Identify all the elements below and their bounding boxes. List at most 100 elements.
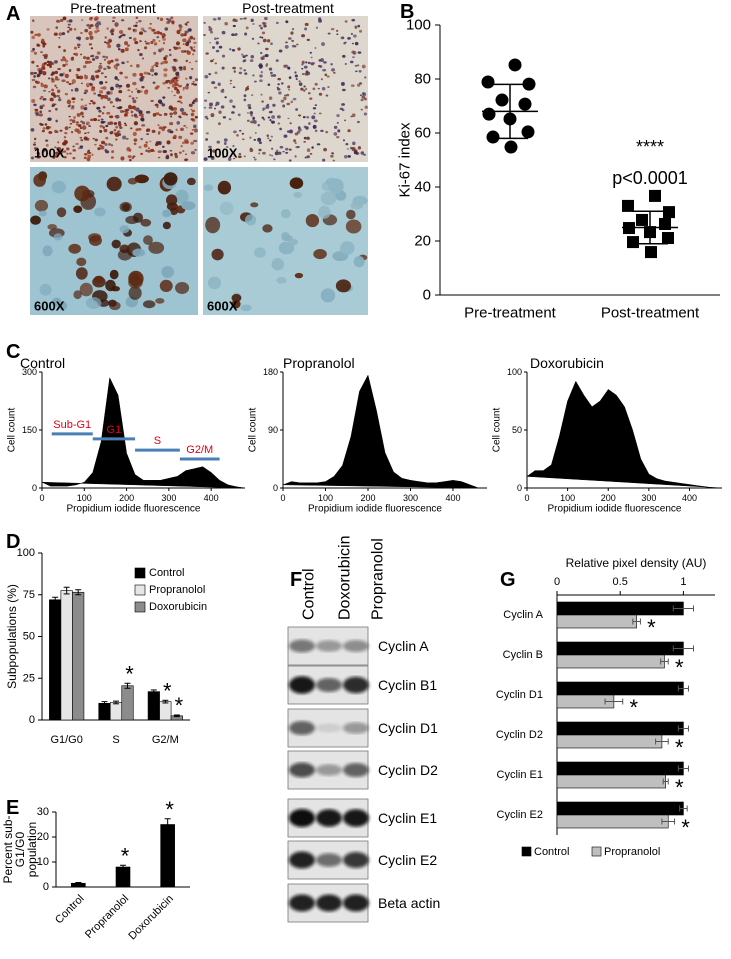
cell-nucleus xyxy=(94,16,99,21)
cell-nucleus xyxy=(327,32,331,35)
cell-nucleus xyxy=(147,149,151,153)
magnification-label: 600X xyxy=(34,299,65,314)
cell-nucleus xyxy=(34,199,49,212)
cell-nucleus xyxy=(229,82,232,85)
cell-nucleus xyxy=(294,71,297,74)
cell-nucleus xyxy=(176,89,180,92)
cell-nucleus xyxy=(110,32,114,36)
cell-nucleus xyxy=(312,87,316,91)
cell-nucleus xyxy=(38,210,47,217)
cell-nucleus xyxy=(253,138,256,141)
y-tick-label: 0 xyxy=(423,287,431,304)
cell-nucleus xyxy=(80,32,83,34)
cell-nucleus xyxy=(150,148,155,152)
cell-nucleus xyxy=(59,149,64,154)
cell-nucleus xyxy=(107,66,111,70)
cell-nucleus xyxy=(53,233,63,241)
y-axis-label: Cell count xyxy=(248,408,259,453)
cell-nucleus xyxy=(112,16,116,19)
cell-nucleus xyxy=(141,86,145,89)
cell-nucleus xyxy=(80,138,84,142)
cell-nucleus xyxy=(101,140,106,145)
cell-nucleus xyxy=(304,156,307,159)
cell-nucleus xyxy=(262,118,266,121)
cell-nucleus xyxy=(89,24,94,27)
cell-nucleus xyxy=(295,43,299,46)
cell-nucleus xyxy=(83,156,87,160)
cell-nucleus xyxy=(85,82,90,88)
cell-nucleus xyxy=(88,26,92,30)
cell-nucleus xyxy=(43,62,47,65)
cell-nucleus xyxy=(178,66,183,69)
cell-nucleus xyxy=(192,37,196,40)
cell-nucleus xyxy=(140,218,152,227)
cell-nucleus xyxy=(283,134,288,138)
cell-nucleus xyxy=(363,153,366,156)
cell-nucleus xyxy=(106,111,111,115)
cell-nucleus xyxy=(161,127,166,132)
cell-nucleus xyxy=(84,60,89,65)
cell-nucleus xyxy=(161,103,166,107)
cell-nucleus xyxy=(80,53,83,56)
y-tick-label: 50 xyxy=(512,425,522,435)
panel-letter: E xyxy=(6,797,19,819)
cell-nucleus xyxy=(68,69,72,72)
cell-nucleus xyxy=(118,132,122,136)
cell-nucleus xyxy=(110,130,114,133)
cell-nucleus xyxy=(192,53,195,56)
cell-nucleus xyxy=(54,129,58,133)
cell-nucleus xyxy=(218,122,221,126)
cell-nucleus xyxy=(193,83,198,86)
cell-nucleus xyxy=(225,146,229,148)
cell-nucleus xyxy=(250,202,259,208)
cell-nucleus xyxy=(124,47,129,52)
y-tick-label: 150 xyxy=(22,425,37,435)
cell-nucleus xyxy=(77,147,80,150)
x-tick-label: 100 xyxy=(77,493,92,503)
cell-nucleus xyxy=(208,25,211,29)
cell-nucleus xyxy=(94,143,97,146)
bar xyxy=(160,824,175,888)
cell-nucleus xyxy=(104,81,108,84)
cell-nucleus xyxy=(216,37,219,40)
cell-nucleus xyxy=(135,21,139,24)
cell-nucleus xyxy=(96,21,101,25)
cell-nucleus xyxy=(142,300,156,309)
cell-nucleus xyxy=(289,122,292,125)
panel-letter: B xyxy=(400,1,414,23)
cell-nucleus xyxy=(217,82,221,87)
cell-nucleus xyxy=(194,60,198,63)
cell-nucleus xyxy=(174,189,189,204)
cell-nucleus xyxy=(95,74,100,79)
cell-nucleus xyxy=(190,67,194,71)
cell-nucleus xyxy=(132,106,135,108)
cell-nucleus xyxy=(157,130,161,134)
cell-nucleus xyxy=(249,111,254,115)
cell-nucleus xyxy=(246,112,250,114)
y-axis-label: Ki-67 index xyxy=(397,122,414,198)
y-tick-label: 80 xyxy=(414,71,431,88)
cell-nucleus xyxy=(119,225,130,234)
cell-nucleus xyxy=(160,62,163,65)
cell-nucleus xyxy=(350,84,355,87)
legend-label: Propranolol xyxy=(604,846,660,858)
cell-nucleus xyxy=(81,115,85,118)
cell-nucleus xyxy=(340,81,345,86)
cell-nucleus xyxy=(179,68,183,71)
cell-nucleus xyxy=(137,128,142,131)
significance-mark: * xyxy=(675,775,684,800)
blot-band xyxy=(343,894,369,912)
cell-nucleus xyxy=(100,96,104,100)
cell-nucleus xyxy=(294,45,297,48)
y-tick-label: 100 xyxy=(17,547,35,559)
cell-nucleus xyxy=(305,213,320,228)
cell-nucleus xyxy=(75,123,79,126)
chart-title: Doxorubicin xyxy=(530,355,604,371)
cell-nucleus xyxy=(47,77,51,80)
cell-nucleus xyxy=(360,108,363,111)
cell-nucleus xyxy=(84,28,89,33)
data-point xyxy=(481,75,495,89)
x-tick-label: 0 xyxy=(554,576,560,588)
cell-nucleus xyxy=(152,112,157,117)
y-tick-label: 0 xyxy=(517,483,522,493)
